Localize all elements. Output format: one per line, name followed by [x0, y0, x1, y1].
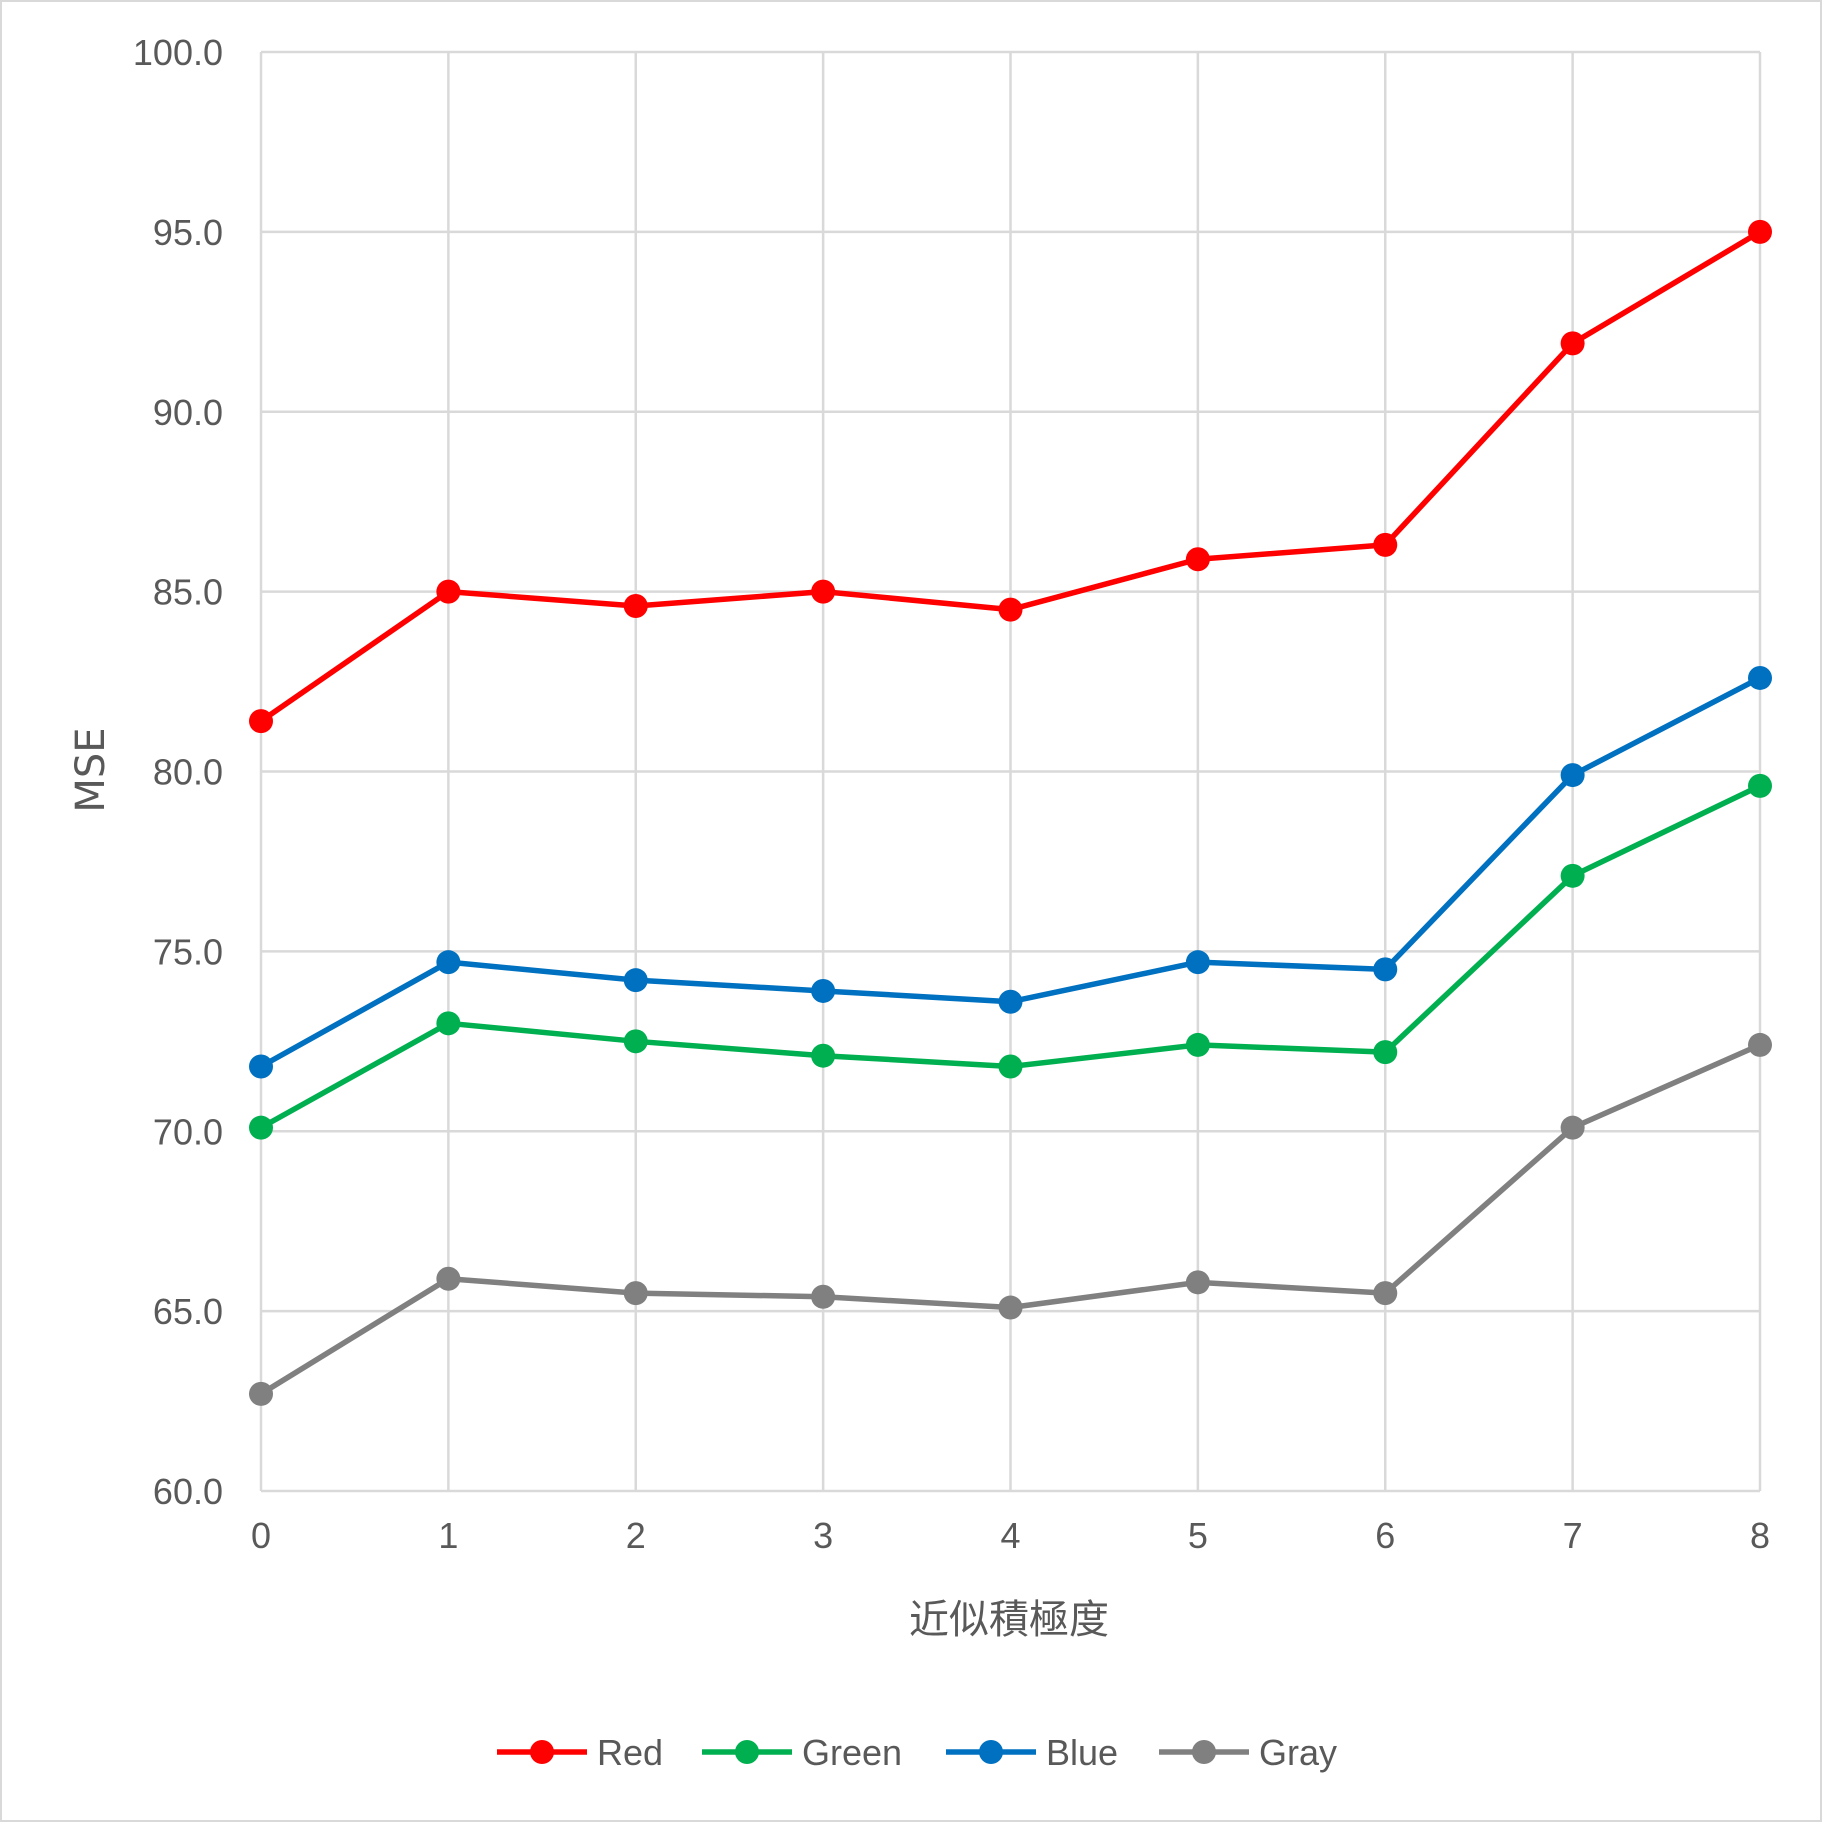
y-tick-label: 70.0: [153, 1111, 223, 1152]
legend-swatch-marker: [1192, 1740, 1216, 1764]
data-point: [811, 579, 836, 604]
data-point: [249, 1054, 273, 1079]
y-tick-label: 95.0: [153, 212, 223, 253]
x-tick-label: 1: [438, 1515, 458, 1556]
y-axis-title: MSE: [68, 727, 114, 812]
legend-swatch-marker: [979, 1740, 1003, 1764]
data-point: [436, 1011, 461, 1036]
data-point: [1748, 219, 1772, 244]
series-group: [249, 219, 1772, 1406]
legend-label: Green: [802, 1732, 902, 1773]
data-point: [1373, 1040, 1398, 1065]
x-axis-ticks: 0 1 2 3 4 5 6 7 8: [251, 1515, 1770, 1556]
legend: Red Green Blue Gray: [497, 1732, 1337, 1773]
legend-label: Blue: [1046, 1732, 1118, 1773]
x-tick-label: 8: [1750, 1515, 1770, 1556]
data-point: [998, 1295, 1023, 1320]
y-tick-label: 90.0: [153, 392, 223, 433]
data-point: [623, 1029, 648, 1054]
y-axis-ticks: 60.0 65.0 70.0 75.0 80.0 85.0 90.0 95.0 100.0: [133, 32, 223, 1512]
legend-label: Gray: [1259, 1732, 1337, 1773]
legend-item-red: Red: [497, 1732, 663, 1773]
y-tick-label: 60.0: [153, 1471, 223, 1512]
legend-label: Red: [597, 1732, 663, 1773]
data-point: [436, 1266, 461, 1291]
y-tick-label: 75.0: [153, 931, 223, 972]
data-point: [811, 978, 836, 1003]
data-point: [998, 1054, 1023, 1079]
data-point: [1748, 1032, 1772, 1057]
data-point: [1748, 773, 1772, 798]
legend-item-blue: Blue: [946, 1732, 1118, 1773]
data-point: [623, 968, 648, 993]
x-tick-label: 2: [626, 1515, 646, 1556]
data-point: [249, 709, 273, 734]
x-tick-label: 3: [813, 1515, 833, 1556]
data-point: [623, 1281, 648, 1306]
data-point: [998, 989, 1023, 1014]
series-gray: [249, 1032, 1772, 1406]
data-point: [1373, 1281, 1398, 1306]
series-green: [249, 773, 1772, 1140]
y-tick-label: 85.0: [153, 572, 223, 613]
data-point: [1560, 331, 1585, 356]
data-point: [811, 1284, 836, 1309]
data-point: [1185, 547, 1210, 572]
data-point: [436, 950, 461, 975]
data-point: [1560, 863, 1585, 888]
data-point: [1373, 957, 1398, 982]
x-tick-label: 4: [1000, 1515, 1020, 1556]
y-tick-label: 100.0: [133, 32, 223, 73]
data-point: [998, 597, 1023, 622]
x-tick-label: 6: [1375, 1515, 1395, 1556]
data-point: [811, 1043, 836, 1068]
x-axis-title: 近似積極度: [909, 1597, 1109, 1643]
x-tick-label: 7: [1563, 1515, 1583, 1556]
x-tick-label: 5: [1188, 1515, 1208, 1556]
data-point: [1560, 763, 1585, 788]
y-tick-label: 65.0: [153, 1291, 223, 1332]
legend-item-gray: Gray: [1159, 1732, 1337, 1773]
data-point: [1748, 665, 1772, 690]
series-red: [249, 219, 1772, 734]
data-point: [1185, 1032, 1210, 1057]
grid-lines: [259, 50, 1762, 1493]
legend-swatch-marker: [530, 1740, 554, 1764]
data-point: [1185, 950, 1210, 975]
x-tick-label: 0: [251, 1515, 271, 1556]
y-tick-label: 80.0: [153, 752, 223, 793]
data-point: [436, 579, 461, 604]
data-point: [249, 1381, 273, 1406]
data-point: [1373, 532, 1398, 557]
data-point: [623, 594, 648, 619]
data-point: [1185, 1270, 1210, 1295]
legend-swatch-marker: [735, 1740, 759, 1764]
data-point: [249, 1115, 273, 1140]
data-point: [1560, 1115, 1585, 1140]
series-blue: [249, 665, 1772, 1079]
legend-item-green: Green: [702, 1732, 902, 1773]
